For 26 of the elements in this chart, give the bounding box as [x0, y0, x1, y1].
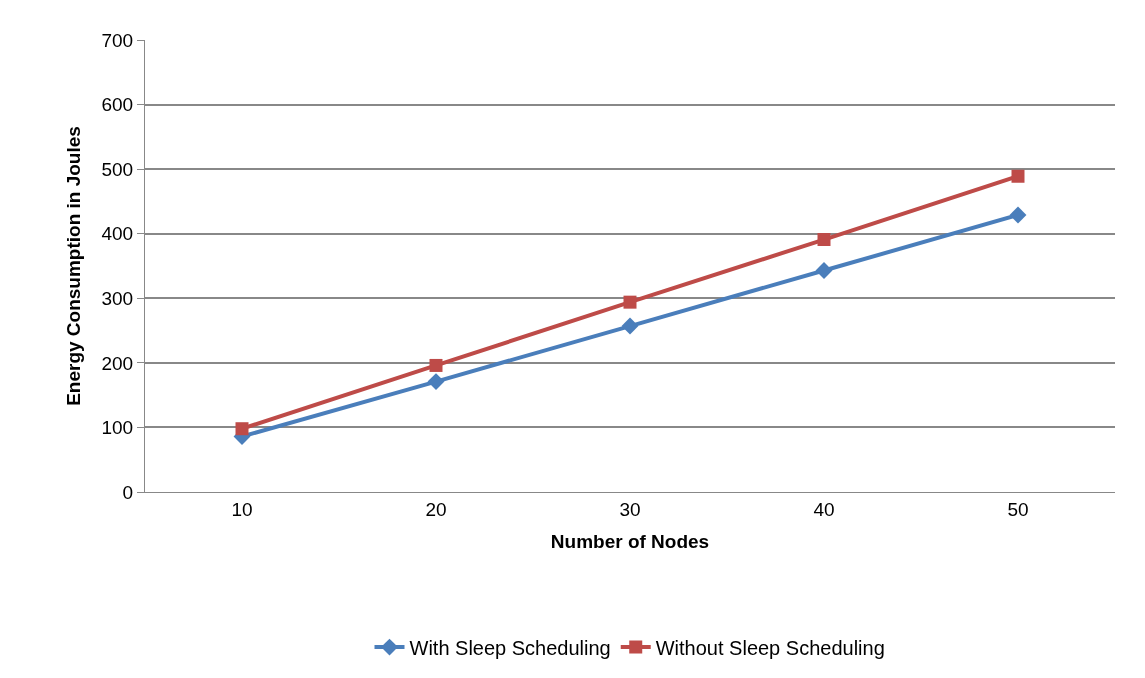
- y-tick-label: 600: [101, 94, 134, 116]
- x-tick-label: 10: [231, 498, 253, 520]
- y-axis-title: Energy Consumption in Joules: [63, 126, 85, 406]
- y-tick-label: 100: [101, 417, 134, 439]
- point: [817, 233, 831, 247]
- x-axis-title: Number of Nodes: [550, 530, 710, 552]
- legend-label: With Sleep Scheduling: [409, 636, 611, 659]
- x-tick-label: 50: [1007, 498, 1029, 520]
- y-tick-label: 200: [101, 352, 134, 374]
- y-tick-label: 500: [101, 158, 134, 180]
- point: [621, 317, 639, 335]
- point: [623, 295, 637, 309]
- y-tick-label: 0: [122, 481, 134, 503]
- x-tick-label: 30: [619, 498, 641, 520]
- y-tick-label: 300: [101, 287, 134, 309]
- point: [429, 358, 443, 372]
- point: [427, 373, 445, 391]
- x-tick-label: 20: [425, 498, 447, 520]
- point: [815, 262, 833, 279]
- point: [1011, 169, 1025, 183]
- x-tick-label: 40: [813, 498, 835, 520]
- point: [235, 422, 249, 436]
- point: [1009, 206, 1027, 224]
- y-tick-label: 700: [101, 29, 134, 51]
- legend-label: Without Sleep Scheduling: [655, 636, 885, 659]
- y-tick-label: 400: [101, 223, 134, 245]
